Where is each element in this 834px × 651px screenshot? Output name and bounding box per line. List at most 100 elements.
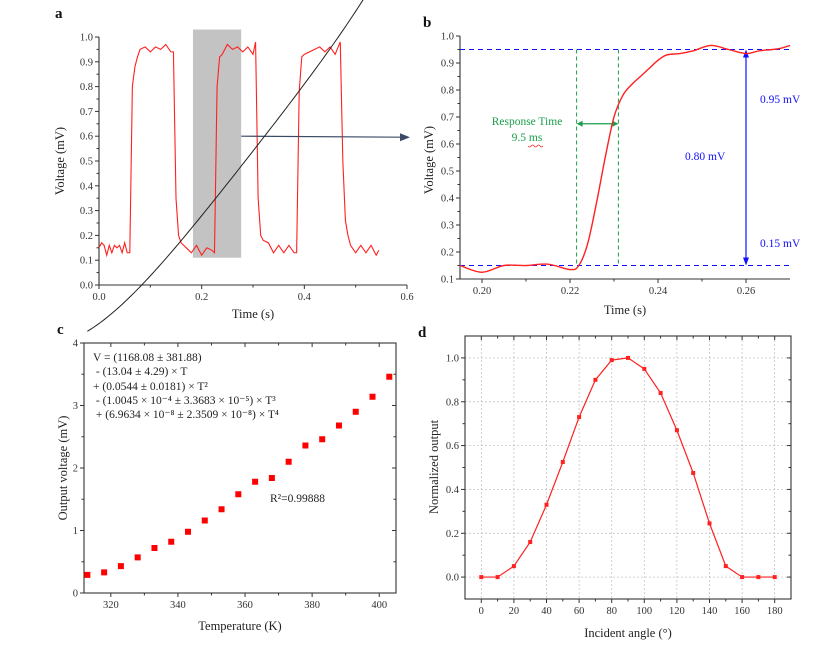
data-point [609,358,614,363]
panel-label-c: c [57,322,64,338]
data-point [319,436,326,443]
y-tick-label: 0.9 [441,59,454,70]
y-tick-label: 0.3 [441,221,454,232]
y-tick-label: 0.4 [441,194,455,205]
y-tick-label: 4 [73,339,79,350]
data-point [707,521,712,526]
zoom-arrow-line [241,135,403,138]
fit-curve [87,0,364,332]
data-point [560,460,565,465]
x-tick-label: 60 [574,606,585,617]
r-squared-label: R²=0.99888 [270,493,325,505]
y-tick-label: 0.7 [80,107,93,118]
data-point [772,575,777,580]
y-tick-label: 0.2 [80,231,93,242]
panel-c-xlabel: Temperature (K) [198,619,281,633]
x-tick-label: 0.20 [473,286,491,297]
response-time-value: 9.5 ms [512,132,543,144]
data-point [593,377,598,382]
series-line [459,44,791,273]
y-tick-label: 0.2 [441,248,454,259]
panel-label-a: a [55,6,63,22]
x-tick-label: 120 [669,606,685,617]
x-tick-label: 140 [702,606,718,617]
fit-equation: V = (1168.08 ± 381.88) - (13.04 ± 4.29) … [93,352,279,421]
data-point [723,564,728,569]
y-tick-label: 0.8 [441,86,454,97]
x-tick-label: 0.6 [400,292,413,303]
data-point [386,373,393,380]
fit-equation-line: V = (1168.08 ± 381.88) [93,352,202,364]
data-point [658,390,663,395]
series-line [481,357,775,578]
spellcheck-underline [527,144,544,148]
amplitude-arrow-head-bottom [743,257,749,266]
y-tick-label: 0.1 [441,275,454,286]
axes-frame [464,335,792,600]
data-point [756,575,761,580]
data-point [740,575,745,580]
x-tick-label: 0 [479,606,484,617]
data-point [479,575,484,580]
data-point [691,470,696,475]
x-tick-label: 0.2 [195,292,208,303]
data-point [626,355,630,360]
data-point [134,554,141,561]
data-point [511,564,516,569]
response-arrow-head-left [576,120,583,127]
y-tick-label: 0.5 [80,157,93,168]
y-tick-label: 0.8 [446,397,459,408]
x-tick-label: 0.26 [737,286,755,297]
y-tick-label: 0.6 [80,132,93,143]
axes-c: 320 340 360 380 400 0 1 2 3 4 [73,339,397,611]
data-point [201,517,208,524]
x-tick-label: 320 [103,600,119,611]
fit-equation-line: + (0.0544 ± 0.0181) × T² [93,381,208,393]
x-tick-label: 360 [237,600,253,611]
data-point [577,415,582,420]
axes-b: 0.20 0.22 0.24 0.26 0.1 0.2 0.3 0.4 0.5 0.6 0.7 0.8… [441,32,790,297]
x-tick-label: 20 [509,606,520,617]
series-line [98,41,380,258]
panel-b-ylabel: Voltage (mV) [422,126,436,194]
data-point [369,393,376,400]
panel-a-xlabel: Time (s) [232,307,274,321]
y-tick-label: 0.7 [441,113,454,124]
x-tick-label: 400 [371,600,387,611]
data-point [252,478,259,485]
x-tick-label: 0.22 [561,286,579,297]
response-arrow-head-right [612,120,619,127]
data-point [168,538,175,545]
x-tick-label: 0.24 [649,286,668,297]
y-tick-label: 0.6 [441,140,454,151]
y-tick-label: 0.1 [80,256,93,267]
y-tick-label: 1 [73,526,78,537]
data-point [268,475,275,481]
y-tick-label: 0.0 [446,573,459,584]
y-tick-label: 0.9 [80,57,93,68]
response-time-label: Response Time [492,116,563,128]
data-point [302,442,309,449]
data-point [642,366,647,371]
panel-d-ylabel: Normalized output [427,419,441,514]
lower-level-label: 0.15 mV [760,238,801,250]
y-tick-label: 0.4 [80,181,94,192]
y-tick-label: 3 [73,401,78,412]
x-tick-label: 180 [767,606,783,617]
y-tick-label: 0.8 [80,82,93,93]
y-tick-label: 0.0 [80,281,93,292]
panel-d-xlabel: Incident angle (°) [584,626,672,640]
data-point [674,428,679,433]
data-point [84,571,91,578]
data-point [218,506,225,513]
y-tick-label: 0.4 [446,485,460,496]
data-point [335,422,342,429]
data-point [544,502,549,507]
panel-c-ylabel: Output voltage (mV) [56,416,70,521]
axes-d: 0 20 40 60 80 100 120 140 160 180 0.0 0.2 0.4 0.6 0.8 1… [446,335,792,617]
data-point [151,545,158,551]
upper-level-label: 0.95 mV [760,94,801,106]
data-point [185,528,191,535]
y-tick-label: 0.2 [446,529,459,540]
